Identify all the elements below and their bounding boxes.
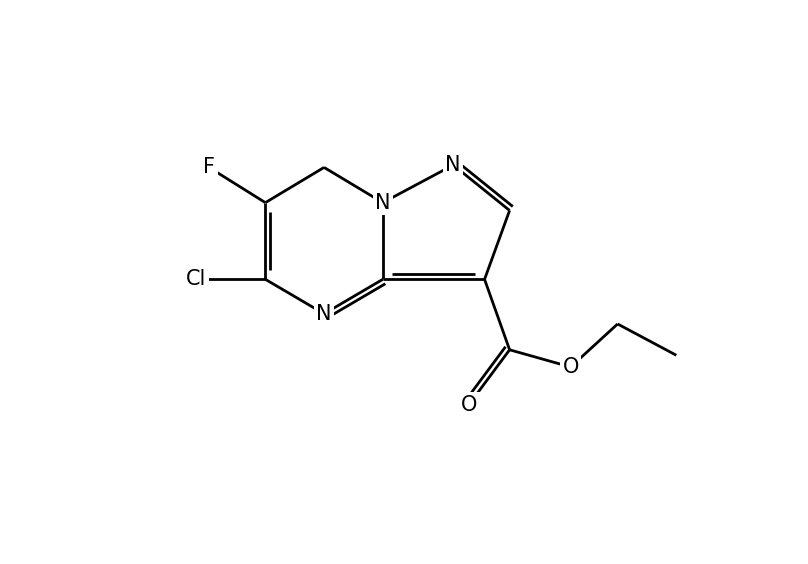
Text: O: O (461, 395, 477, 415)
Text: N: N (375, 193, 390, 213)
Text: F: F (203, 157, 215, 178)
Text: Cl: Cl (187, 270, 207, 289)
Text: O: O (562, 357, 579, 377)
Text: N: N (317, 304, 332, 324)
Text: N: N (445, 155, 461, 175)
